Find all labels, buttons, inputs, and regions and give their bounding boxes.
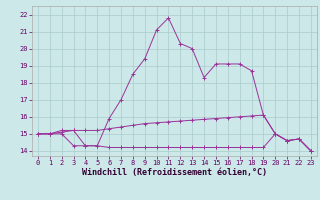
X-axis label: Windchill (Refroidissement éolien,°C): Windchill (Refroidissement éolien,°C) [82, 168, 267, 177]
